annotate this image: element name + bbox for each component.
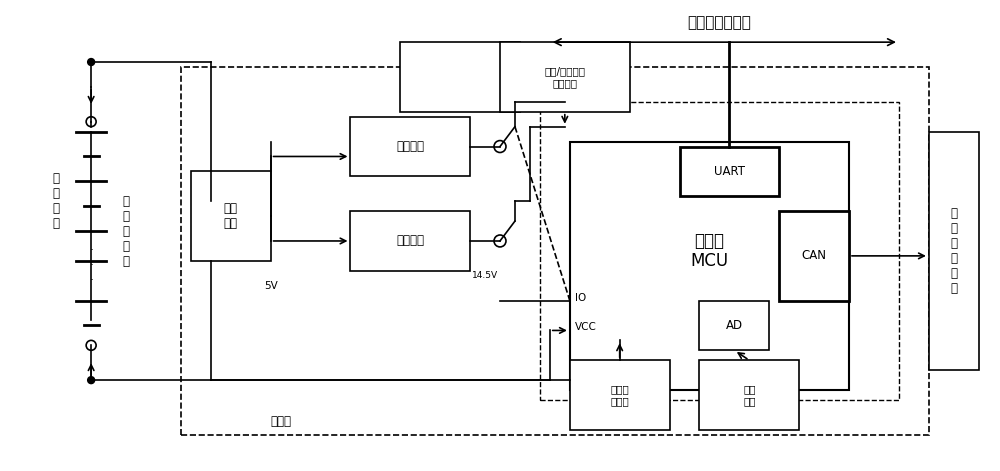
Text: IO: IO	[575, 292, 586, 303]
Text: 电压
转换: 电压 转换	[224, 202, 238, 230]
Text: VCC: VCC	[575, 323, 597, 333]
Text: 铅
酸
电
池
组: 铅 酸 电 池 组	[123, 195, 130, 268]
Bar	[540, 102, 899, 400]
Text: 恒流/恒压均衡
线束插座: 恒流/恒压均衡 线束插座	[544, 66, 585, 88]
Text: 14.5V: 14.5V	[472, 271, 498, 280]
Bar	[699, 360, 799, 430]
Text: 单片机
MCU: 单片机 MCU	[690, 232, 728, 270]
Text: UART: UART	[714, 165, 745, 178]
Text: 主从机数据总线: 主从机数据总线	[687, 15, 751, 30]
Text: CAN: CAN	[802, 249, 827, 262]
Bar	[929, 131, 979, 370]
Bar	[181, 67, 929, 435]
Bar	[779, 211, 849, 300]
Bar	[350, 211, 470, 271]
Text: 5V: 5V	[264, 281, 278, 291]
Text: 程序烧
写接口: 程序烧 写接口	[610, 384, 629, 406]
Text: 恒流电源: 恒流电源	[396, 140, 424, 153]
Text: AD: AD	[726, 319, 743, 332]
Bar	[500, 42, 630, 112]
Text: ·
·
·: · · ·	[89, 244, 93, 287]
Bar	[570, 360, 670, 430]
Bar	[680, 146, 779, 196]
Circle shape	[88, 58, 95, 65]
Text: 从
控
制
器
总
线: 从 控 制 器 总 线	[950, 207, 957, 295]
Text: 主控机: 主控机	[270, 415, 291, 428]
Bar	[191, 171, 271, 261]
Bar	[699, 300, 769, 350]
Bar	[400, 42, 520, 112]
Text: 热敏
检测: 热敏 检测	[743, 384, 756, 406]
Bar	[570, 142, 849, 390]
Circle shape	[88, 377, 95, 383]
Bar	[350, 117, 470, 176]
Text: 用
电
部
分: 用 电 部 分	[53, 172, 60, 230]
Text: 恒压电源: 恒压电源	[396, 235, 424, 247]
